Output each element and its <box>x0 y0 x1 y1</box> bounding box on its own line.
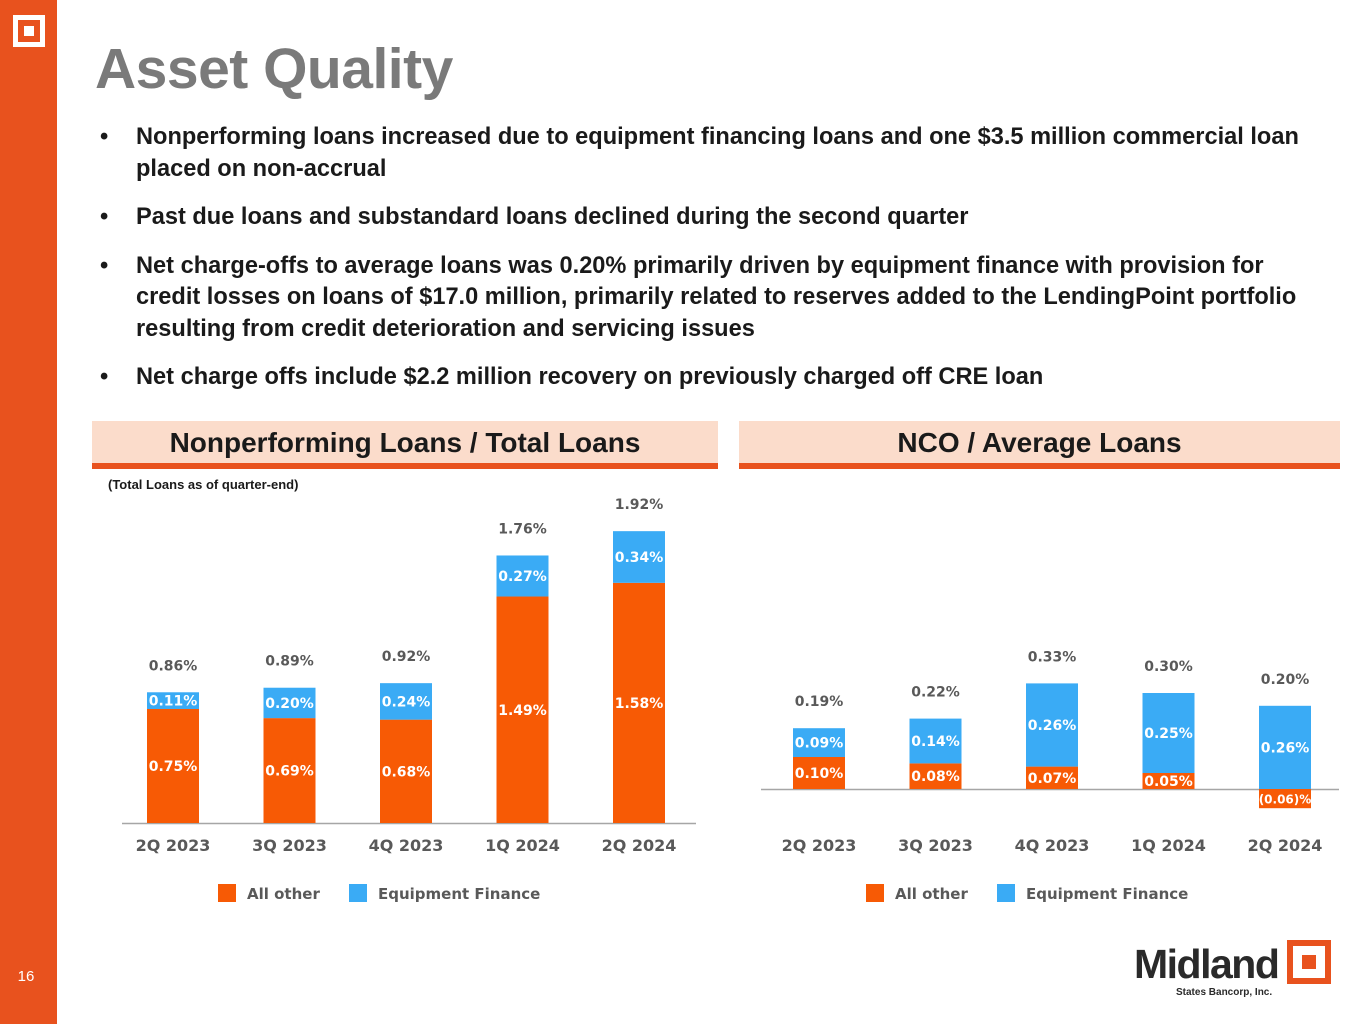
data-label-all-other: 0.75% <box>149 759 198 775</box>
logo-tagline: States Bancorp, Inc. <box>1176 987 1273 998</box>
nco-chart: 0.10% 0.09% 0.19% 2Q 2023 0.08% 0.14% 0.22% 3Q … <box>761 649 1339 903</box>
data-label-equipment-finance: 0.20% <box>265 696 314 712</box>
x-tick-label: 1Q 2024 <box>1131 836 1206 855</box>
data-label-all-other: 0.69% <box>265 764 314 780</box>
data-label-total: 0.86% <box>149 658 198 674</box>
bullet-item: Past due loans and substandard loans dec… <box>100 202 1330 234</box>
npl-chart-title: Nonperforming Loans / Total Loans <box>169 427 641 458</box>
data-label-all-other: 1.58% <box>615 696 664 712</box>
legend-label-all-other: All other <box>247 885 320 903</box>
nco-panel-header: NCO / Average Loans <box>739 421 1340 469</box>
npl-chart-note: (Total Loans as of quarter-end) <box>108 477 299 492</box>
data-label-all-other: (0.06)% <box>1259 793 1312 807</box>
legend-label-equipment-finance: Equipment Finance <box>378 885 540 903</box>
bullet-list: Nonperforming loans increased due to equ… <box>100 122 1330 411</box>
bar-all-other <box>1142 773 1195 789</box>
bar-equipment-finance <box>380 683 432 720</box>
bullet-item: Nonperforming loans increased due to equ… <box>100 122 1330 185</box>
nco-chart-title: NCO / Average Loans <box>897 427 1182 458</box>
logo-square-icon <box>13 15 45 47</box>
x-tick-label: 4Q 2023 <box>369 836 444 855</box>
bar-all-other <box>147 709 199 823</box>
data-label-total: 0.20% <box>1261 672 1310 688</box>
bar-equipment-finance <box>909 718 962 764</box>
data-label-total: 0.19% <box>795 694 844 710</box>
midland-logo: Midland States Bancorp, Inc. <box>1134 937 1340 1007</box>
legend-label-all-other: All other <box>895 885 968 903</box>
data-label-equipment-finance: 0.11% <box>149 694 198 710</box>
data-label-total: 0.92% <box>382 649 431 665</box>
data-label-equipment-finance: 0.26% <box>1261 740 1310 756</box>
bar-all-other <box>1026 766 1078 789</box>
data-label-equipment-finance: 0.14% <box>911 734 960 750</box>
bar-all-other <box>1259 789 1311 809</box>
bar-equipment-finance <box>1259 705 1311 789</box>
x-tick-label: 2Q 2024 <box>1248 836 1323 855</box>
npl-chart: 0.75% 0.11% 0.86% 2Q 2023 0.69% 0.20% 0.89% 3Q … <box>122 497 696 903</box>
data-label-total: 0.30% <box>1144 659 1193 675</box>
data-label-total: 1.92% <box>615 497 664 513</box>
data-label-all-other: 0.08% <box>911 769 960 785</box>
legend-swatch-all-other <box>218 884 236 902</box>
bullet-item: Net charge-offs to average loans was 0.2… <box>100 251 1330 346</box>
bar-equipment-finance <box>613 531 665 583</box>
bar-equipment-finance <box>147 692 199 709</box>
data-label-all-other: 1.49% <box>498 703 547 719</box>
data-label-all-other: 0.10% <box>795 766 844 782</box>
bar-all-other <box>263 718 316 823</box>
x-tick-label: 1Q 2024 <box>485 836 560 855</box>
data-label-all-other: 0.07% <box>1028 771 1077 787</box>
data-label-equipment-finance: 0.27% <box>498 569 547 585</box>
x-tick-label: 2Q 2023 <box>782 836 857 855</box>
x-tick-label: 2Q 2023 <box>136 836 211 855</box>
bar-all-other <box>380 719 432 823</box>
sidebar-accent-bar: 16 <box>0 0 57 1024</box>
npl-panel-header: Nonperforming Loans / Total Loans <box>92 421 718 469</box>
npl-panel: Nonperforming Loans / Total Loans (Total… <box>92 421 718 921</box>
data-label-equipment-finance: 0.09% <box>795 736 844 752</box>
data-label-equipment-finance: 0.26% <box>1028 718 1077 734</box>
x-tick-label: 2Q 2024 <box>602 836 677 855</box>
bar-equipment-finance <box>263 687 316 719</box>
bar-equipment-finance <box>1026 683 1078 767</box>
data-label-all-other: 0.05% <box>1144 774 1193 790</box>
data-label-equipment-finance: 0.24% <box>382 694 431 710</box>
bar-all-other <box>613 582 665 823</box>
x-tick-label: 4Q 2023 <box>1015 836 1090 855</box>
data-label-all-other: 0.68% <box>382 764 431 780</box>
bar-all-other <box>496 596 549 823</box>
data-label-equipment-finance: 0.34% <box>615 550 664 566</box>
bar-all-other <box>793 757 845 789</box>
logo-wordmark: Midland <box>1134 941 1280 987</box>
data-label-equipment-finance: 0.25% <box>1144 726 1193 742</box>
nco-panel: NCO / Average Loans 0.10% 0.09% 0.19% 2Q 20… <box>739 421 1340 921</box>
page-number: 16 <box>17 968 35 985</box>
legend-swatch-equipment-finance <box>349 884 367 902</box>
data-label-total: 1.76% <box>498 521 547 537</box>
legend-swatch-all-other <box>866 884 884 902</box>
legend-label-equipment-finance: Equipment Finance <box>1026 885 1188 903</box>
bar-equipment-finance <box>1142 693 1195 773</box>
page-title: Asset Quality <box>95 37 453 101</box>
bar-all-other <box>909 763 962 789</box>
x-tick-label: 3Q 2023 <box>898 836 973 855</box>
bar-equipment-finance <box>793 728 845 757</box>
logo-square-icon <box>1287 940 1331 984</box>
bullet-item: Net charge offs include $2.2 million rec… <box>100 362 1330 394</box>
legend-swatch-equipment-finance <box>997 884 1015 902</box>
bar-equipment-finance <box>496 555 549 597</box>
data-label-total: 0.22% <box>911 685 960 701</box>
x-tick-label: 3Q 2023 <box>252 836 327 855</box>
data-label-total: 0.33% <box>1028 649 1077 665</box>
data-label-total: 0.89% <box>265 654 314 670</box>
